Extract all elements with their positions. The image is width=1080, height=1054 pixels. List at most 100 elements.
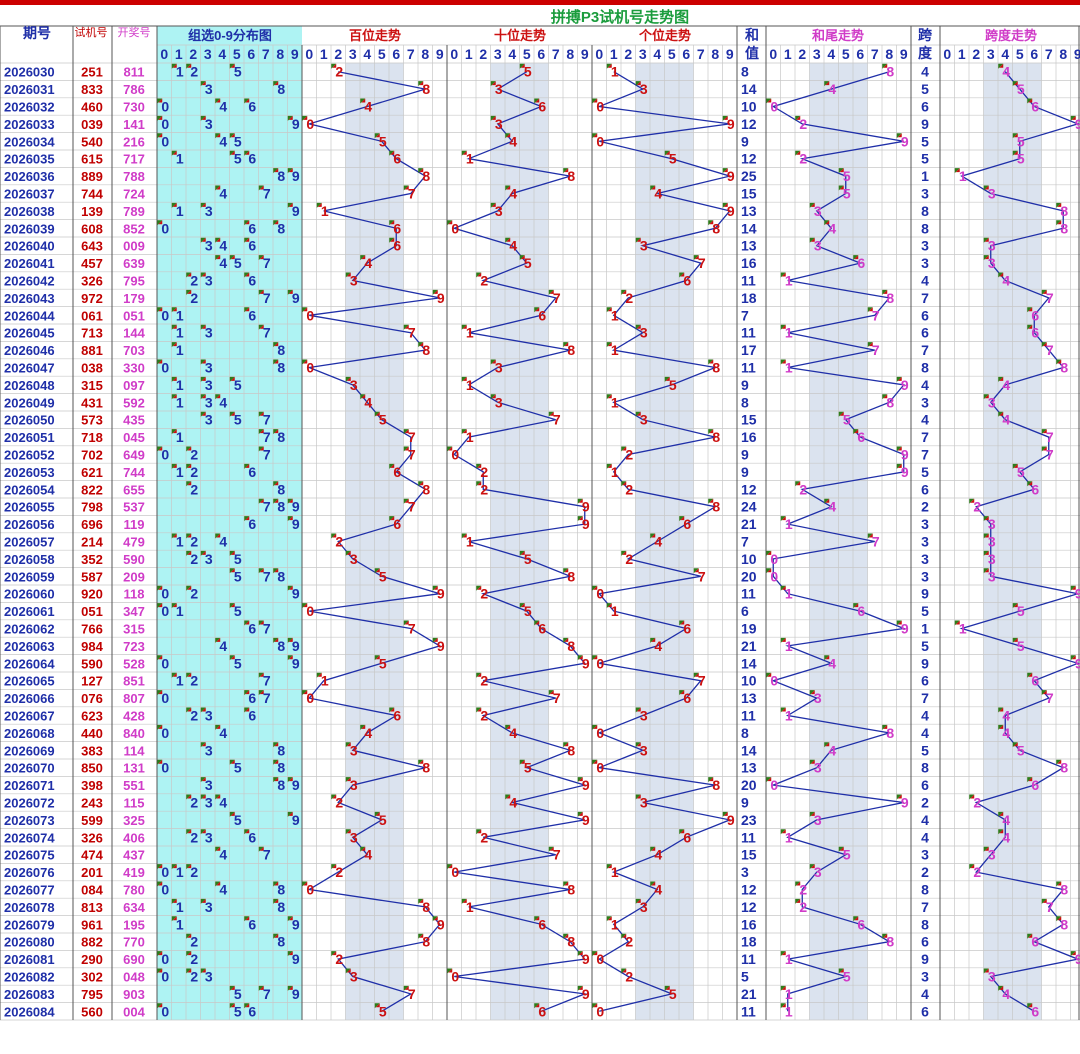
span-cell: 3	[921, 969, 929, 985]
distribution-digit: 9	[292, 777, 300, 793]
digit-marker	[578, 516, 583, 521]
digit-marker	[1013, 463, 1018, 468]
span-trend-digit: 4	[1002, 377, 1010, 393]
draw-number-cell: 590	[123, 552, 145, 567]
digit-marker	[187, 550, 192, 555]
distribution-digit: 5	[234, 64, 242, 80]
digit-marker	[158, 968, 163, 973]
units-digit: 4	[654, 882, 662, 898]
digit-marker	[274, 568, 279, 573]
digit-marker	[825, 220, 830, 225]
tens-digit: 2	[480, 273, 488, 289]
test-number-cell: 302	[81, 970, 103, 985]
digit-marker	[680, 690, 685, 695]
digit-marker	[607, 603, 612, 608]
distribution-digit: 7	[263, 290, 271, 306]
period-cell: 2026061	[4, 604, 55, 619]
digit-header-hund: 6	[392, 46, 400, 62]
digit-marker	[1042, 446, 1047, 451]
digit-marker	[288, 811, 293, 816]
sum-cell: 16	[741, 255, 757, 271]
span-trend-digit: 6	[1031, 307, 1039, 323]
digit-marker	[346, 968, 351, 973]
digit-marker	[999, 829, 1004, 834]
distribution-digit: 7	[263, 673, 271, 689]
sum-tail-digit: 9	[901, 464, 909, 480]
digit-marker	[419, 759, 424, 764]
digit-marker	[535, 916, 540, 921]
digit-marker	[651, 881, 656, 886]
span-trend-digit: 5	[1017, 81, 1025, 97]
span-trend-digit: 3	[988, 969, 996, 985]
test-number-cell: 051	[81, 604, 103, 619]
digit-marker	[1028, 933, 1033, 938]
digit-marker	[433, 289, 438, 294]
span-trend-digit: 3	[988, 516, 996, 532]
sum-cell: 8	[741, 64, 749, 80]
sum-cell: 12	[741, 116, 757, 132]
period-cell: 2026077	[4, 883, 55, 898]
digit-marker	[680, 272, 685, 277]
span-cell: 3	[921, 186, 929, 202]
digit-header-hund: 0	[305, 46, 313, 62]
digit-marker	[201, 829, 206, 834]
span-cell: 8	[921, 203, 929, 219]
distribution-digit: 0	[161, 307, 169, 323]
digit-marker	[230, 1003, 235, 1008]
digit-header-dist: 0	[160, 46, 168, 62]
period-cell: 2026036	[4, 169, 55, 184]
distribution-digit: 4	[219, 394, 227, 410]
digit-marker	[593, 724, 598, 729]
digit-header-span: 5	[1016, 46, 1024, 62]
chart-title: 拼搏P3试机号走势图	[551, 8, 689, 26]
sum-tail-digit: 8	[886, 64, 894, 80]
draw-number-cell: 141	[123, 117, 145, 132]
distribution-digit: 5	[234, 603, 242, 619]
units-digit: 0	[596, 1003, 604, 1019]
digit-marker	[274, 342, 279, 347]
sum-tail-digit: 1	[785, 325, 793, 341]
digit-marker	[506, 237, 511, 242]
digit-header-span: 0	[943, 46, 951, 62]
distribution-digit: 0	[161, 133, 169, 149]
distribution-digit: 7	[263, 325, 271, 341]
digit-marker	[781, 516, 786, 521]
digit-marker	[288, 655, 293, 660]
distribution-digit: 0	[161, 690, 169, 706]
digit-marker	[999, 724, 1004, 729]
sum-tail-digit: 2	[799, 116, 807, 132]
distribution-digit: 2	[190, 290, 198, 306]
draw-number-cell: 730	[123, 100, 145, 115]
distribution-digit: 3	[205, 273, 213, 289]
draw-number-cell: 051	[123, 308, 145, 323]
draw-number-cell: 903	[123, 987, 145, 1002]
span-trend-digit: 6	[1031, 1003, 1039, 1019]
hundreds-digit: 0	[306, 603, 314, 619]
digit-marker	[346, 376, 351, 381]
distribution-digit: 6	[248, 99, 256, 115]
digit-marker	[883, 724, 888, 729]
digit-marker	[491, 202, 496, 207]
span-trend-digit: 4	[1002, 829, 1010, 845]
sum-tail-digit: 5	[843, 186, 851, 202]
distribution-digit: 6	[248, 916, 256, 932]
sum-cell: 11	[741, 360, 756, 376]
sum-tail-digit: 8	[886, 394, 894, 410]
sum-cell: 14	[741, 220, 757, 236]
span-cell: 6	[921, 307, 929, 323]
digit-marker	[172, 324, 177, 329]
units-digit: 0	[596, 133, 604, 149]
units-digit: 4	[654, 534, 662, 550]
distribution-digit: 7	[263, 429, 271, 445]
units-digit: 3	[640, 412, 648, 428]
digit-marker	[767, 568, 772, 573]
digit-marker	[288, 202, 293, 207]
digit-marker	[303, 690, 308, 695]
digit-marker	[506, 133, 511, 138]
span-cell: 4	[921, 725, 929, 741]
period-cell: 2026084	[4, 1004, 55, 1019]
period-cell: 2026071	[4, 778, 55, 793]
sum-tail-digit: 2	[799, 882, 807, 898]
distribution-digit: 1	[176, 325, 184, 341]
